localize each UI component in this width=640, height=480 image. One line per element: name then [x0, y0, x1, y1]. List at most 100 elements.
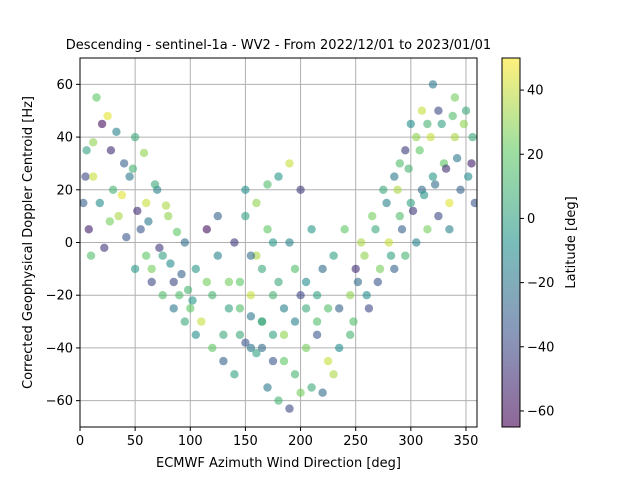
x-tick-label: 100 — [178, 434, 203, 449]
scatter-point — [401, 146, 410, 155]
scatter-point — [208, 343, 217, 353]
scatter-point — [142, 198, 151, 208]
scatter-point — [139, 148, 149, 158]
scatter-point — [136, 225, 145, 234]
scatter-point — [183, 285, 193, 295]
scatter-point — [219, 330, 228, 339]
scatter-point — [142, 251, 151, 260]
scatter-point — [197, 317, 206, 326]
scatter-point — [301, 343, 311, 353]
x-tick-label: 200 — [288, 434, 313, 449]
scatter-point — [384, 238, 393, 247]
scatter-point — [307, 225, 316, 234]
scatter-point — [468, 132, 477, 142]
colorbar-ticks: −60 −40 −20 0 20 40 — [520, 84, 554, 419]
scatter-point — [274, 172, 283, 181]
scatter-point — [312, 291, 322, 300]
scatter-point — [202, 225, 211, 234]
scatter-point — [395, 159, 404, 168]
scatter-point — [213, 251, 222, 260]
scatter-point — [246, 312, 256, 321]
scatter-point — [164, 211, 173, 221]
scatter-point — [257, 343, 267, 353]
scatter-point — [241, 338, 250, 347]
scatter-point — [246, 343, 256, 353]
x-tick-label: 0 — [76, 434, 84, 449]
y-tick-label: 60 — [56, 78, 73, 93]
scatter-point — [84, 225, 94, 234]
scatter-point — [318, 388, 327, 397]
scatter-point — [362, 291, 371, 300]
scatter-point — [133, 206, 142, 216]
y-axis-ticks: −60 −40 −20 0 20 40 60 — [46, 78, 80, 409]
scatter-point — [397, 225, 407, 234]
scatter-point — [406, 198, 415, 208]
scatter-point — [301, 304, 311, 313]
x-tick-label: 250 — [343, 434, 368, 449]
colorbar-gradient — [502, 58, 520, 427]
scatter-point — [448, 111, 457, 121]
scatter-point — [208, 291, 217, 300]
scatter-point — [464, 172, 473, 181]
scatter-point — [445, 198, 454, 208]
scatter-point — [169, 304, 178, 313]
y-tick-label: −20 — [46, 289, 73, 304]
scatter-point — [114, 211, 123, 221]
scatter-point — [241, 211, 250, 221]
scatter-point — [246, 251, 256, 260]
scatter-point — [150, 180, 160, 189]
scatter-point — [274, 277, 283, 287]
y-axis-label: Corrected Geophysical Doppler Centroid [… — [21, 96, 36, 389]
x-tick-label: 50 — [127, 434, 144, 449]
scatter-point — [268, 238, 278, 247]
scatter-point — [161, 201, 171, 210]
x-tick-label: 150 — [233, 434, 258, 449]
scatter-point — [279, 330, 289, 339]
scatter-point — [186, 304, 195, 313]
scatter-point — [452, 154, 462, 163]
scatter-point — [415, 146, 424, 155]
scatter-point — [112, 127, 121, 136]
x-tick-label: 300 — [398, 434, 423, 449]
scatter-point — [459, 119, 468, 129]
x-axis-ticks: 0 50 100 150 200 250 300 350 — [76, 427, 479, 449]
x-tick-label: 350 — [454, 434, 479, 449]
scatter-point — [323, 304, 333, 313]
scatter-point — [252, 198, 261, 208]
scatter-point — [406, 119, 415, 129]
scatter-point — [263, 225, 272, 234]
scatter-point — [340, 225, 349, 234]
scatter-point — [230, 238, 239, 247]
scatter-point — [268, 356, 278, 366]
scatter-point — [202, 277, 211, 287]
scatter-point — [175, 291, 184, 300]
colorbar-label: Latitude [deg] — [564, 196, 579, 288]
scatter-point — [312, 317, 322, 326]
scatter-point — [390, 264, 399, 274]
scatter-point — [390, 172, 399, 181]
scatter-point — [351, 264, 360, 274]
x-axis-label: ECMWF Azimuth Wind Direction [deg] — [156, 456, 401, 471]
scatter-point — [268, 330, 278, 339]
scatter-point — [274, 396, 283, 405]
scatter-point — [290, 370, 300, 379]
scatter-point — [456, 185, 465, 194]
scatter-point — [428, 80, 438, 89]
scatter-point — [371, 225, 380, 234]
scatter-point — [323, 356, 333, 366]
y-tick-label: −60 — [46, 394, 73, 409]
scatter-point — [191, 264, 200, 274]
scatter-point — [445, 225, 454, 234]
scatter-point — [279, 356, 289, 366]
scatter-point — [158, 291, 167, 300]
scatter-point — [263, 383, 272, 392]
scatter-point — [80, 198, 88, 208]
scatter-point — [467, 159, 476, 168]
scatter-point — [318, 264, 327, 274]
colorbar: −60 −40 −20 0 20 40 Latitude [deg] — [501, 57, 579, 428]
scatter-point — [219, 356, 228, 366]
scatter-point — [191, 330, 200, 339]
scatter-point — [450, 93, 460, 102]
scatter-point — [401, 251, 410, 260]
scatter-point — [108, 185, 118, 194]
